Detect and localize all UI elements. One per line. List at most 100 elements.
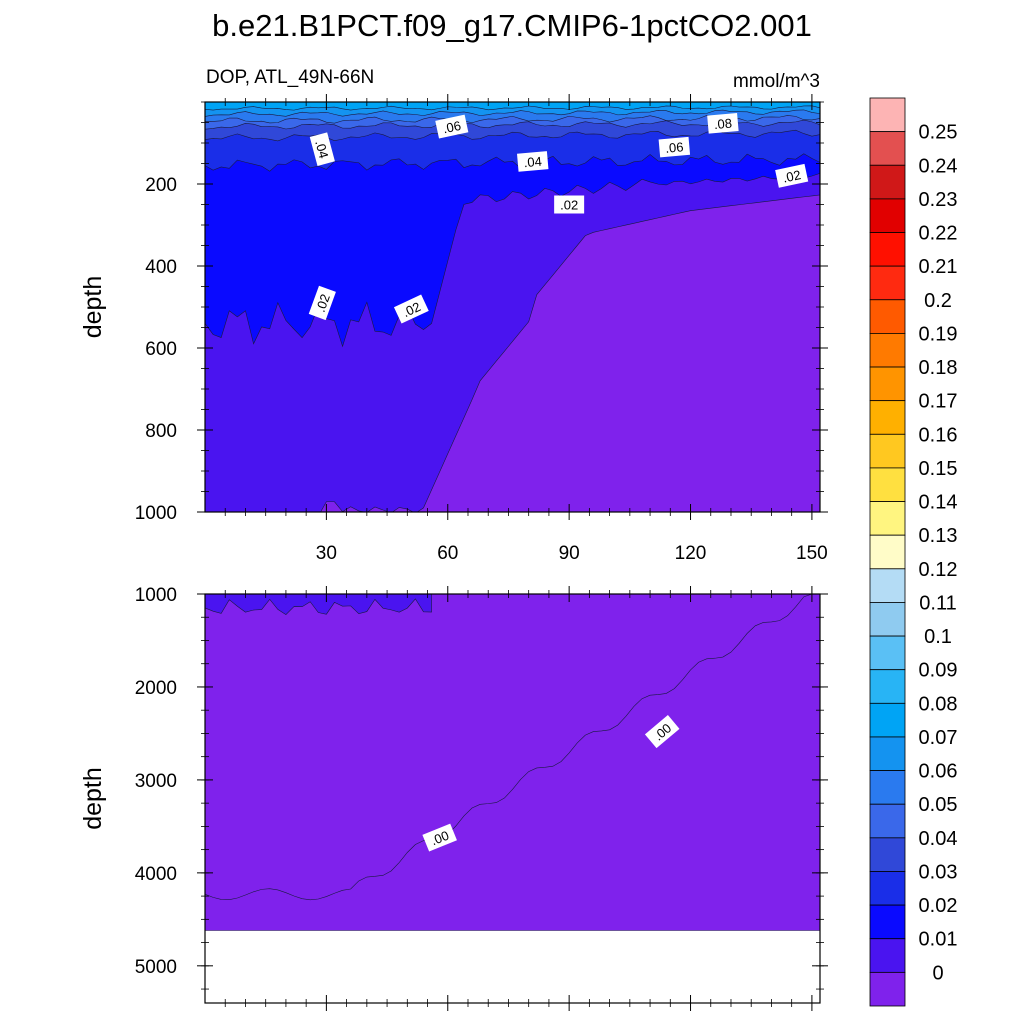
contour-label-text: .02 <box>781 167 802 185</box>
contour-label-bg <box>422 823 457 852</box>
colorbar-swatch <box>869 971 906 1007</box>
colorbar: 0.25 0.24 0.23 0.22 0.21 0.2 0.19 0.18 0.17 0.16 0… <box>869 97 958 1007</box>
contour-label: .02 <box>775 163 809 188</box>
colorbar-swatch <box>869 904 906 940</box>
contour-label: .08 <box>707 113 739 134</box>
x-tick-label: 30 <box>316 543 337 564</box>
figure-title: b.e21.B1PCT.f09_g17.CMIP6-1pctCO2.001 <box>212 8 812 43</box>
colorbar-swatch <box>869 669 906 704</box>
colorbar-swatch <box>869 736 906 771</box>
contour-label-bg <box>309 132 335 166</box>
y-axis-label: depth <box>79 276 107 339</box>
contour-label-text: .06 <box>665 139 684 156</box>
colorbar-swatch <box>869 534 906 570</box>
colorbar-swatch <box>869 299 906 334</box>
colorbar-label: 0.1 <box>924 626 952 648</box>
contour-label-bg <box>393 294 429 324</box>
colorbar-label: 0.14 <box>919 492 958 514</box>
colorbar-label: 0.09 <box>919 660 958 682</box>
colorbar-swatch <box>869 467 906 502</box>
contour-label: .06 <box>435 114 469 139</box>
contour-label-text: .06 <box>442 118 463 136</box>
colorbar-swatch <box>869 501 906 536</box>
contour-label: .02 <box>393 294 429 324</box>
colorbar-label: 0.01 <box>919 929 958 951</box>
colorbar-label: 0.21 <box>919 256 958 278</box>
colorbar-swatch <box>869 770 906 805</box>
colorbar-label: 0.04 <box>919 828 958 850</box>
colorbar-label: 0.15 <box>919 458 958 480</box>
colorbar-swatch <box>869 433 906 469</box>
contour-band-0 <box>205 194 820 512</box>
contour-label: .02 <box>554 195 585 214</box>
colorbar-swatch <box>869 333 906 368</box>
colorbar-swatch <box>869 400 906 435</box>
colorbar-label: 0.08 <box>919 693 958 715</box>
lower-panel: 1000 2000 3000 4000 5000 depth .00 .00 <box>79 585 828 1011</box>
colorbar-swatch <box>869 837 906 872</box>
colorbar-label: 0.06 <box>919 761 958 783</box>
contour-label-text: .02 <box>313 292 333 314</box>
lower-contour-fields <box>205 594 820 931</box>
contour-label: .04 <box>517 151 549 172</box>
y-tick-label: 4000 <box>135 864 177 885</box>
colorbar-label: 0.13 <box>919 525 958 547</box>
upper-contour-fields <box>205 102 820 512</box>
colorbar-label: 0.07 <box>919 727 958 749</box>
upper-panel: 200 400 600 800 1000 30 60 90 120 150 depth .06 .08.… <box>79 94 828 564</box>
colorbar-swatch <box>869 198 906 233</box>
y-tick-label: 400 <box>145 257 177 278</box>
colorbar-label: 0.03 <box>919 861 958 883</box>
contour-label-text: .00 <box>429 828 451 849</box>
colorbar-label: 0.05 <box>919 794 958 816</box>
colorbar-label: 0.19 <box>919 323 958 345</box>
colorbar-swatch <box>869 164 906 200</box>
contour-label: .04 <box>309 132 335 166</box>
contour-label: .00 <box>422 823 457 852</box>
colorbar-label: 0.12 <box>919 559 958 581</box>
contour-label-bg <box>554 195 585 214</box>
colorbar-label: 0 <box>932 962 943 984</box>
lower-band-1 <box>205 594 432 615</box>
colorbar-swatch <box>869 938 906 973</box>
colorbar-swatch <box>869 635 906 671</box>
colorbar-swatch <box>869 366 906 402</box>
left-subtitle: DOP, ATL_49N-66N <box>206 67 374 88</box>
colorbar-swatch <box>869 602 906 637</box>
colorbar-label: 0.11 <box>919 592 956 614</box>
contour-label-bg <box>658 136 691 158</box>
colorbar-label: 0.22 <box>919 223 958 245</box>
contour-label: .00 <box>644 715 680 749</box>
y-tick-label: 200 <box>145 175 177 196</box>
colorbar-label: 0.18 <box>919 357 958 379</box>
colorbar-swatch <box>869 702 906 738</box>
colorbar-swatch <box>869 871 906 906</box>
colorbar-label: 0.16 <box>919 424 958 446</box>
colorbar-label: 0.24 <box>919 155 958 177</box>
y-tick-label: 1000 <box>135 585 177 606</box>
colorbar-label: 0.2 <box>924 290 952 312</box>
y-tick-label: 600 <box>145 339 177 360</box>
contour-label-bg <box>517 151 549 172</box>
contour-label-text: .08 <box>713 116 732 133</box>
colorbar-label: 0.17 <box>919 391 958 413</box>
y-tick-label: 2000 <box>135 678 177 699</box>
colorbar-swatch <box>869 568 906 603</box>
contour-label-bg <box>644 715 680 749</box>
colorbar-label: 0.02 <box>919 895 958 917</box>
y-tick-label: 3000 <box>135 771 177 792</box>
contour-label: .06 <box>658 136 691 158</box>
y-tick-label: 1000 <box>135 503 177 524</box>
colorbar-swatch <box>869 97 906 133</box>
contour-label-text: .04 <box>312 139 331 160</box>
plot-frame <box>204 593 821 1004</box>
y-tick-label: 5000 <box>135 957 177 978</box>
contour-label: .02 <box>308 285 336 321</box>
colorbar-swatch <box>869 232 906 267</box>
contour-label-text: .02 <box>400 299 423 320</box>
contour-label-bg <box>707 113 739 134</box>
contour-label-bg <box>775 163 809 188</box>
contour-label-text: .04 <box>523 154 542 171</box>
colorbar-label: 0.25 <box>919 122 958 144</box>
